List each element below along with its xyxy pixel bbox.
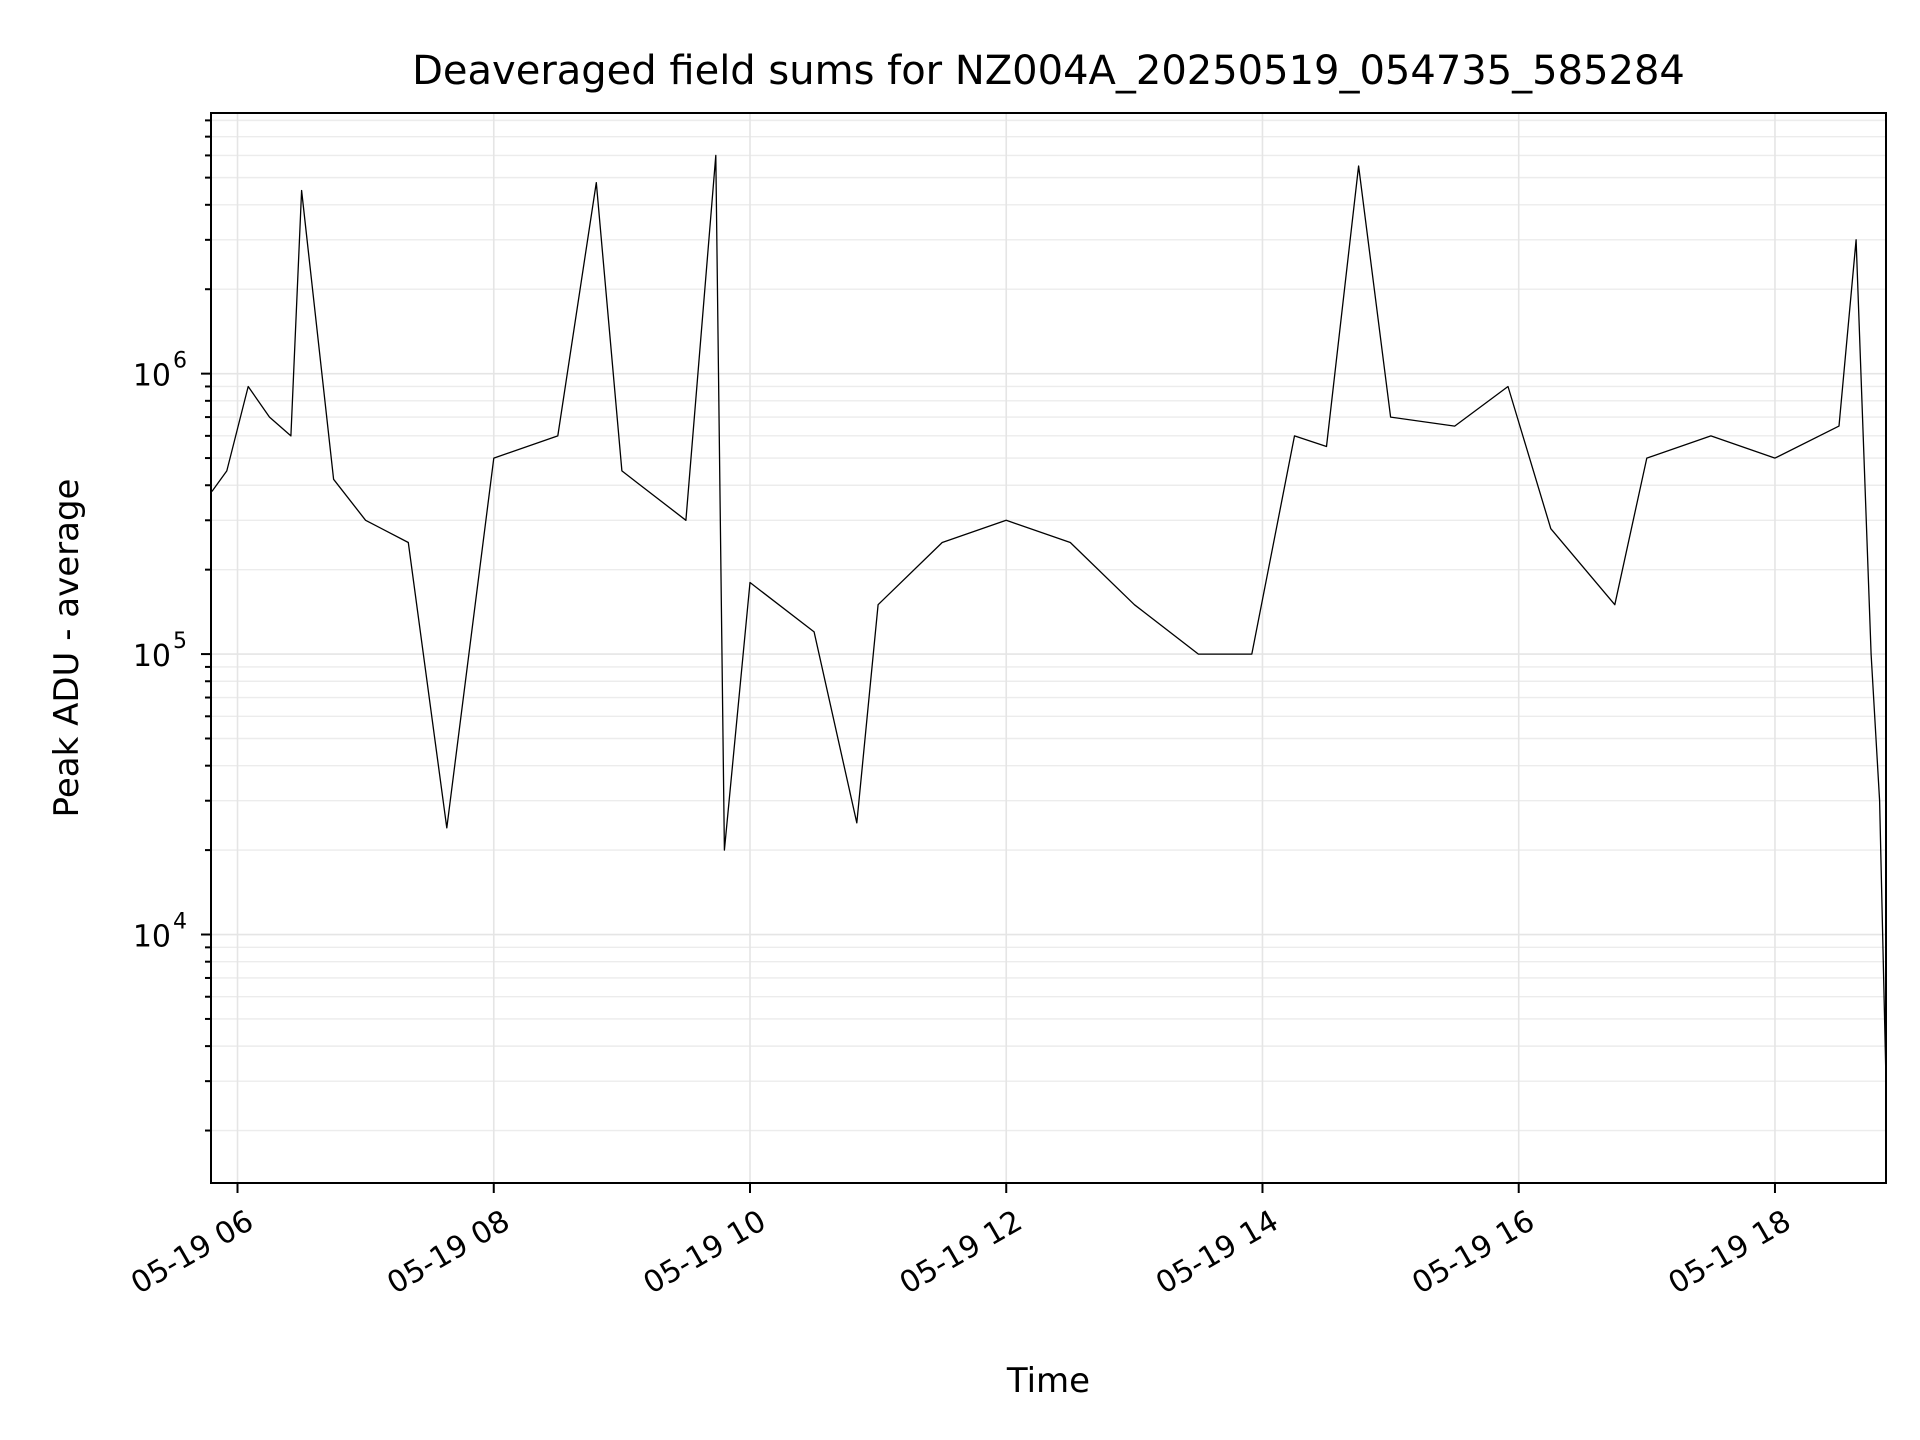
x-axis-label: Time bbox=[1006, 1361, 1090, 1401]
y-tick-label: 10 bbox=[133, 920, 171, 955]
y-axis-label: Peak ADU - average bbox=[47, 479, 87, 818]
series-line bbox=[211, 154, 1887, 1082]
y-tick-label-exponent: 5 bbox=[173, 629, 187, 654]
plot-frame bbox=[210, 112, 1887, 1184]
chart-title: Deaveraged field sums for NZ004A_2025051… bbox=[412, 48, 1685, 94]
grid bbox=[211, 113, 1886, 1183]
y-tick-label-exponent: 4 bbox=[173, 910, 187, 935]
y-tick-label: 10 bbox=[133, 639, 171, 674]
y-tick-label: 10 bbox=[133, 359, 171, 394]
y-tick-label-exponent: 6 bbox=[173, 349, 187, 374]
